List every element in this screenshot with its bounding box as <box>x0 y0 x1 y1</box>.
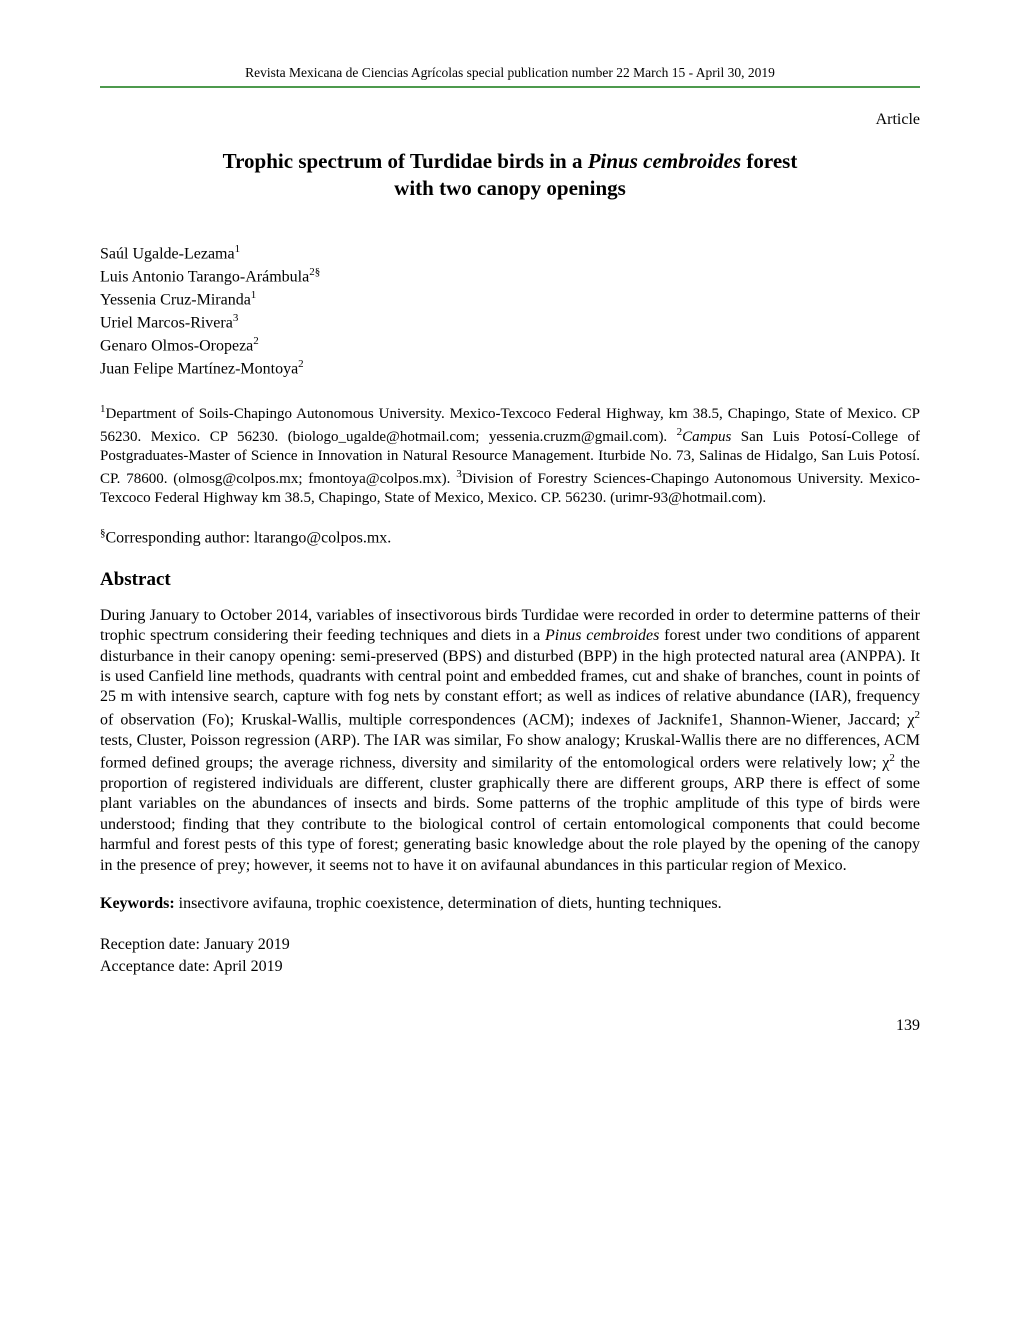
corresponding-text: Corresponding author: ltarango@colpos.mx… <box>106 529 392 546</box>
author: Saúl Ugalde-Lezama1 <box>100 242 920 265</box>
author: Yessenia Cruz-Miranda1 <box>100 288 920 311</box>
abstract-heading: Abstract <box>100 568 920 592</box>
author-name: Juan Felipe Martínez-Montoya <box>100 360 298 377</box>
affiliation-italic: Campus <box>682 429 731 445</box>
title-part-1b: forest <box>741 149 797 173</box>
author: Genaro Olmos-Oropeza2 <box>100 334 920 357</box>
page-number: 139 <box>100 1016 920 1036</box>
author-sup: 2 <box>253 335 259 347</box>
title-part-2: with two canopy openings <box>394 176 626 200</box>
author-name: Saúl Ugalde-Lezama <box>100 246 235 263</box>
author: Juan Felipe Martínez-Montoya2 <box>100 357 920 380</box>
keywords-text: insectivore avifauna, trophic coexistenc… <box>175 895 722 912</box>
affiliations: 1Department of Soils-Chapingo Autonomous… <box>100 402 920 509</box>
abstract-italic: Pinus cembroides <box>545 627 659 644</box>
author: Luis Antonio Tarango-Arámbula2§ <box>100 265 920 288</box>
title-italic: Pinus cembroides <box>588 149 741 173</box>
abstract-body: During January to October 2014, variable… <box>100 606 920 877</box>
acceptance-date: Acceptance date: April 2019 <box>100 956 920 978</box>
author-sup: 3 <box>233 312 239 324</box>
author-name: Luis Antonio Tarango-Arámbula <box>100 269 309 286</box>
journal-header: Revista Mexicana de Ciencias Agrícolas s… <box>100 65 920 88</box>
keywords-label: Keywords: <box>100 895 175 912</box>
title-part-1: Trophic spectrum of Turdidae birds in a <box>223 149 588 173</box>
corresponding-author: §Corresponding author: ltarango@colpos.m… <box>100 527 920 548</box>
keywords: Keywords: insectivore avifauna, trophic … <box>100 894 920 914</box>
article-type: Article <box>100 110 920 130</box>
abstract-text: tests, Cluster, Poisson regression (ARP)… <box>100 732 920 772</box>
author-sup: 2 <box>298 358 304 370</box>
article-title: Trophic spectrum of Turdidae birds in a … <box>100 148 920 203</box>
author-name: Yessenia Cruz-Miranda <box>100 292 251 309</box>
author-list: Saúl Ugalde-Lezama1 Luis Antonio Tarango… <box>100 242 920 380</box>
abstract-text: the proportion of registered individuals… <box>100 755 920 874</box>
reception-date: Reception date: January 2019 <box>100 934 920 956</box>
author: Uriel Marcos-Rivera3 <box>100 311 920 334</box>
author-name: Genaro Olmos-Oropeza <box>100 337 253 354</box>
author-sup: 1 <box>251 289 257 301</box>
abstract-sup: 2 <box>915 709 921 721</box>
dates: Reception date: January 2019 Acceptance … <box>100 934 920 977</box>
author-sup: 1 <box>235 243 241 255</box>
author-name: Uriel Marcos-Rivera <box>100 315 233 332</box>
author-sup: 2§ <box>309 266 320 278</box>
